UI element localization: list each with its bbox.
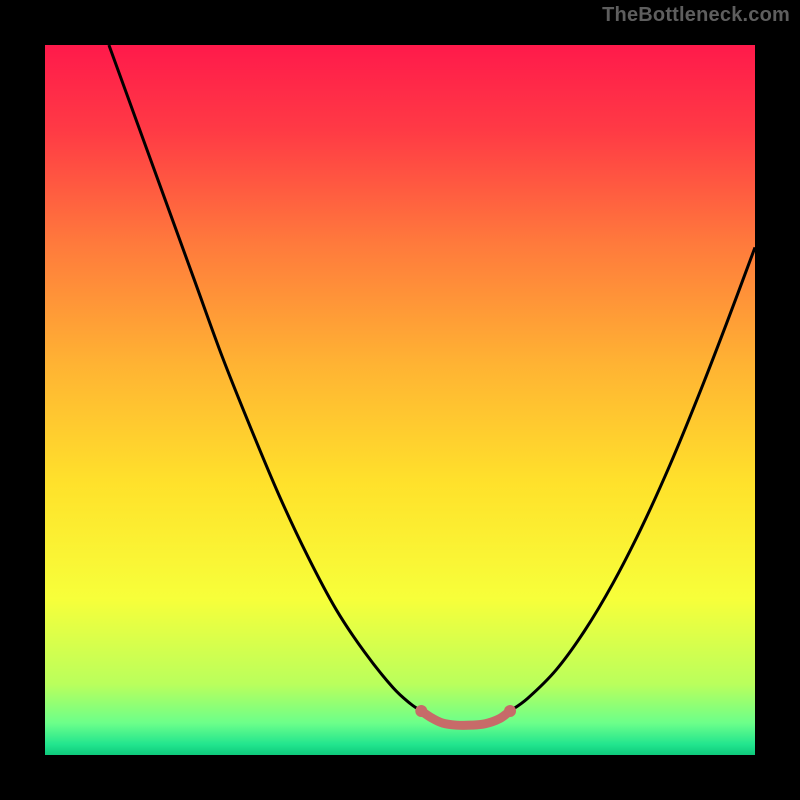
watermark-label: TheBottleneck.com: [602, 4, 790, 27]
flat-endpoint-left: [415, 705, 427, 717]
plot-background: [45, 45, 755, 755]
flat-endpoint-right: [504, 705, 516, 717]
bottleneck-curve-chart: [0, 0, 800, 800]
chart-container: TheBottleneck.com: [0, 0, 800, 800]
